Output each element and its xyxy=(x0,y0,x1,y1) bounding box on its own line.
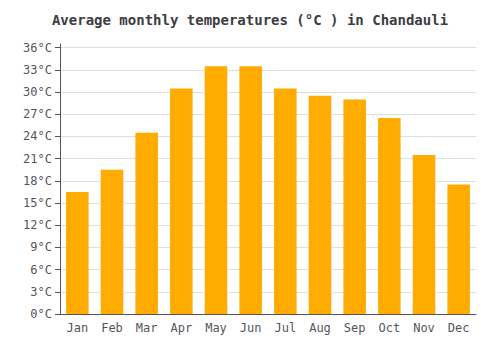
svg-text:33°C: 33°C xyxy=(23,63,52,77)
svg-text:0°C: 0°C xyxy=(30,307,52,321)
svg-text:15°C: 15°C xyxy=(23,196,52,210)
svg-text:12°C: 12°C xyxy=(23,218,52,232)
svg-text:Apr: Apr xyxy=(170,321,192,335)
svg-text:Jul: Jul xyxy=(274,321,296,335)
svg-text:3°C: 3°C xyxy=(30,285,52,299)
svg-text:24°C: 24°C xyxy=(23,129,52,143)
svg-text:Mar: Mar xyxy=(136,321,158,335)
svg-text:Oct: Oct xyxy=(378,321,400,335)
svg-text:Nov: Nov xyxy=(413,321,435,335)
svg-text:Jan: Jan xyxy=(66,321,88,335)
svg-text:Jun: Jun xyxy=(240,321,262,335)
svg-text:9°C: 9°C xyxy=(30,240,52,254)
svg-text:Dec: Dec xyxy=(448,321,470,335)
svg-text:21°C: 21°C xyxy=(23,152,52,166)
svg-text:6°C: 6°C xyxy=(30,263,52,277)
svg-text:30°C: 30°C xyxy=(23,85,52,99)
svg-text:Aug: Aug xyxy=(309,321,331,335)
svg-text:Feb: Feb xyxy=(101,321,123,335)
svg-text:Sep: Sep xyxy=(344,321,366,335)
svg-text:18°C: 18°C xyxy=(23,174,52,188)
svg-text:36°C: 36°C xyxy=(23,41,52,55)
svg-text:May: May xyxy=(205,321,227,335)
svg-text:27°C: 27°C xyxy=(23,107,52,121)
svg-text:Average monthly temperatures (: Average monthly temperatures (°C ) in Ch… xyxy=(52,12,448,28)
